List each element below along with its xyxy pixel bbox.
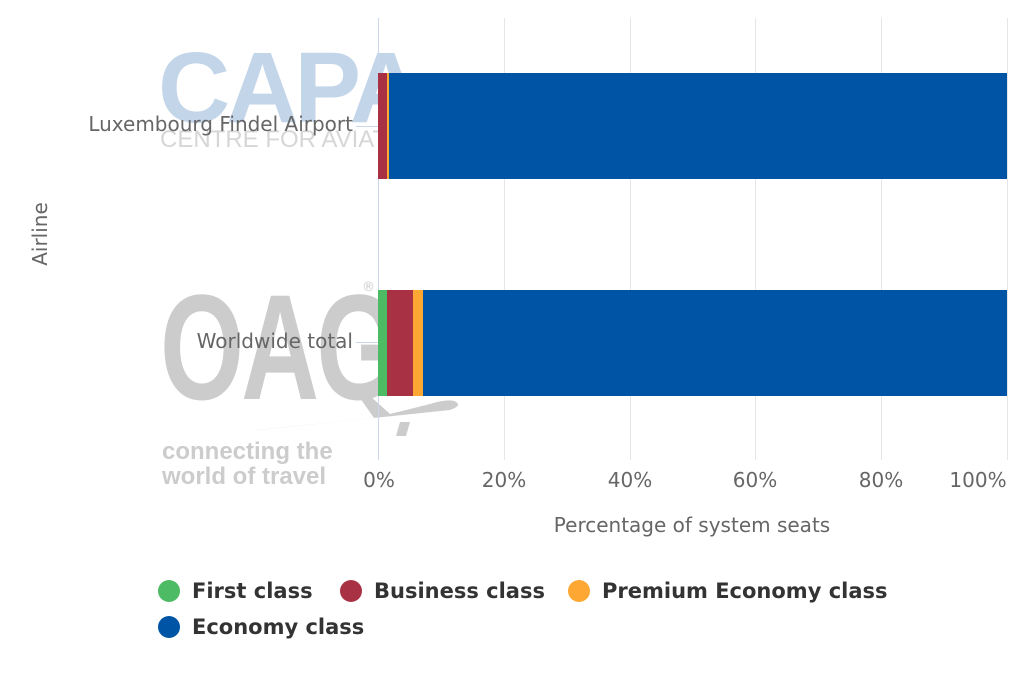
bar-worldwide[interactable]	[378, 290, 1007, 396]
segment-economy-class[interactable]	[422, 290, 1007, 396]
oag-tagline-1: connecting the	[162, 438, 333, 465]
gridline-80	[881, 18, 882, 460]
segment-business-class[interactable]	[386, 290, 413, 396]
oag-registered-mark: ®	[362, 280, 375, 295]
x-tick-label: 0%	[363, 468, 395, 492]
gridline-60	[755, 18, 756, 460]
legend-item-first-class[interactable]: First class	[158, 579, 313, 603]
capa-watermark-logo: CAPA	[158, 32, 422, 144]
legend-dot-icon	[340, 580, 362, 602]
x-axis-title: Percentage of system seats	[553, 513, 831, 537]
segment-premium-economy-class[interactable]	[412, 290, 423, 396]
x-tick-label: 100%	[949, 468, 1007, 492]
legend-label: Economy class	[192, 615, 365, 639]
legend-label: Business class	[374, 579, 545, 603]
legend-label: First class	[192, 579, 313, 603]
legend-label: Premium Economy class	[602, 579, 888, 603]
gridline-20	[504, 18, 505, 460]
legend-item-premium-economy-class[interactable]: Premium Economy class	[568, 579, 888, 603]
x-axis-line	[378, 18, 379, 460]
bar-luxembourg[interactable]	[378, 73, 1007, 179]
x-tick-label: 20%	[481, 468, 527, 492]
category-label: Luxembourg Findel Airport	[88, 112, 353, 136]
y-tick-mark	[356, 342, 378, 343]
gridline-100	[1007, 18, 1008, 460]
gridline-40	[630, 18, 631, 460]
x-tick-label: 40%	[607, 468, 653, 492]
capa-watermark-subtitle: CENTRE FOR AVIATION	[160, 128, 380, 152]
oag-tagline-2: world of travel	[162, 463, 327, 490]
y-tick-mark	[356, 126, 378, 127]
segment-economy-class[interactable]	[389, 73, 1007, 179]
legend-item-economy-class[interactable]: Economy class	[158, 615, 364, 639]
oag-plane-icon	[162, 396, 458, 440]
legend-item-business-class[interactable]: Business class	[340, 579, 545, 603]
legend-dot-icon	[568, 580, 590, 602]
legend-dot-icon	[158, 580, 180, 602]
oag-watermark-logo: OAG	[160, 263, 400, 431]
segment-business-class[interactable]	[378, 73, 388, 179]
legend-dot-icon	[158, 616, 180, 638]
y-axis-title: Airline	[28, 202, 52, 266]
category-label: Worldwide total	[196, 329, 353, 353]
x-tick-label: 80%	[858, 468, 904, 492]
segment-premium-economy-class[interactable]	[387, 73, 390, 179]
segment-first-class[interactable]	[378, 290, 387, 396]
x-tick-label: 60%	[732, 468, 778, 492]
